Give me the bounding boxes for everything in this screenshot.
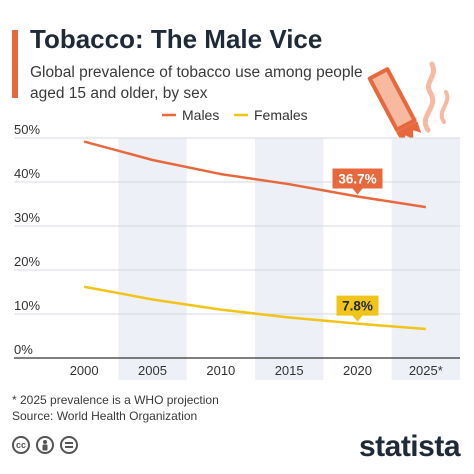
x-tick-label: 2015 — [275, 363, 304, 378]
cc-icon[interactable]: cc — [12, 436, 30, 454]
chart-title: Tobacco: The Male Vice — [30, 24, 323, 54]
column-band — [391, 138, 460, 380]
x-tick-label: 2025* — [409, 363, 443, 378]
y-tick-label: 10% — [14, 298, 40, 313]
person-icon[interactable] — [36, 436, 54, 454]
y-tick-label: 0% — [14, 342, 33, 357]
chart-area: 0% 10% 20% 30% 40% 50% 2000 2005 2010 2015 2020 20… — [14, 61, 460, 380]
x-tick-label: 2020 — [343, 363, 372, 378]
series-line-males — [83, 140, 427, 209]
license-icons: cc — [12, 436, 78, 454]
y-tick-label: 50% — [14, 122, 40, 137]
legend-label: Females — [254, 107, 308, 123]
smoke-icon — [423, 61, 436, 133]
title-accent-bar — [12, 30, 18, 98]
x-tick-label: 2005 — [138, 363, 167, 378]
column-band — [118, 138, 187, 380]
chart-subtitle: Global prevalence of tobacco use among p… — [30, 64, 363, 102]
y-tick-label: 20% — [14, 254, 40, 269]
cigarette-illustration — [367, 61, 450, 143]
x-tick-label: 2000 — [70, 363, 99, 378]
projection-note: * 2025 prevalence is a WHO projection — [12, 393, 219, 407]
equals-icon[interactable] — [60, 436, 78, 454]
cigarette-paper — [372, 71, 412, 128]
series-line-females — [83, 285, 426, 331]
x-tick-label: 2010 — [206, 363, 235, 378]
footnote-block: * 2025 prevalence is a WHO projection So… — [12, 392, 219, 424]
cigarette-ash — [396, 121, 422, 143]
annotation-label: 36.7% — [338, 172, 376, 187]
statista-logo[interactable]: statista — [358, 430, 461, 463]
annotation-label: 7.8% — [342, 299, 373, 314]
annotation-bubble — [332, 168, 383, 195]
footer: cc statista — [0, 428, 474, 474]
legend-label: Males — [182, 107, 219, 123]
smoke-icon — [439, 90, 450, 124]
annotation-bubble — [336, 295, 379, 322]
y-tick-label: 30% — [14, 210, 40, 225]
source-note: Source: World Health Organization — [12, 409, 198, 423]
column-band — [255, 138, 324, 380]
y-tick-label: 40% — [14, 166, 40, 181]
